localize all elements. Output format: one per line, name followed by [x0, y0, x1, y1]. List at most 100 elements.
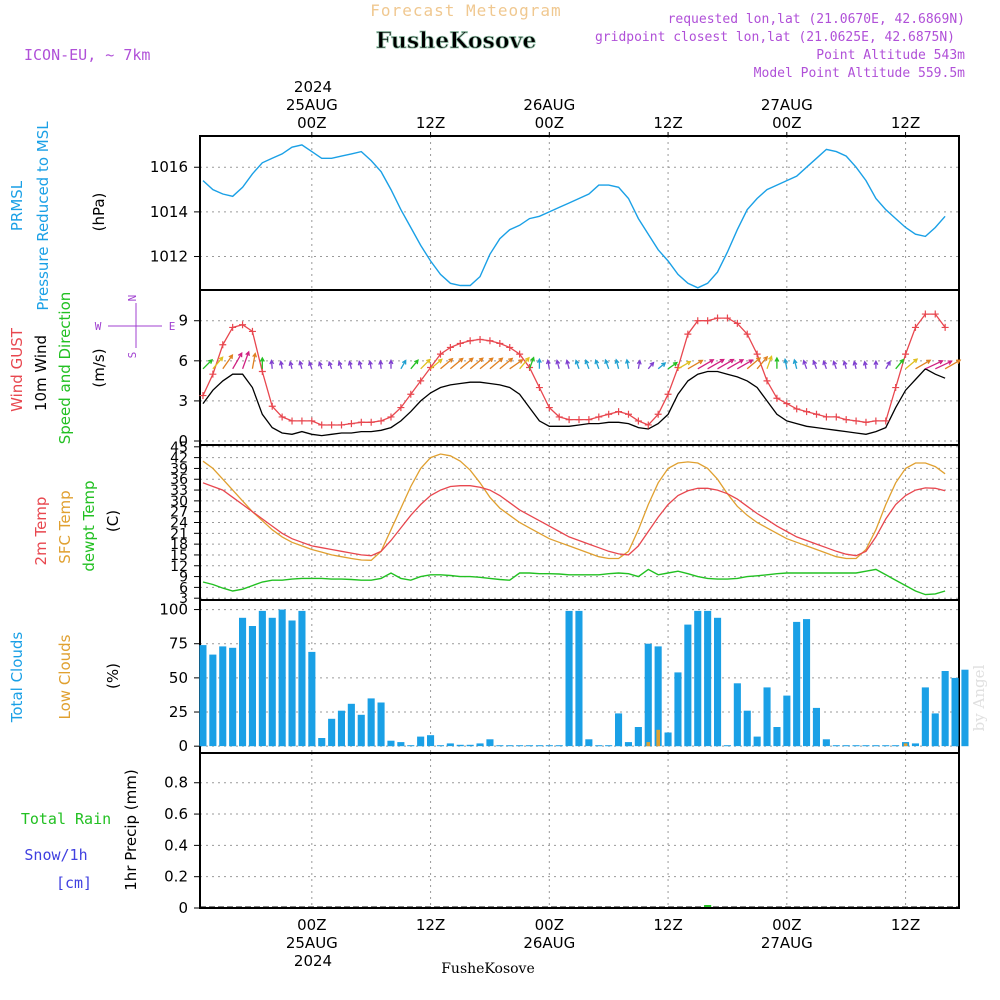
gust-marker: [288, 417, 296, 425]
gust-marker: [456, 339, 464, 347]
gust-marker: [387, 413, 395, 421]
total-cloud-bar: [308, 651, 316, 747]
wind-panel: 0 3 6 9: [178, 289, 962, 450]
wind-direction-arrow: [278, 360, 284, 369]
total-cloud-bar: [595, 745, 603, 747]
wind-direction-arrow: [624, 358, 630, 369]
total-cloud-bar: [248, 626, 256, 747]
gust-marker: [535, 384, 543, 392]
model-altitude: Model Point Altitude 559.5m: [754, 66, 965, 81]
wind-direction-arrow: [822, 359, 828, 370]
total-cloud-bar: [664, 732, 672, 747]
total-cloud-bar: [852, 745, 860, 747]
bottom-time-label: 12Z: [653, 916, 682, 934]
gust-marker: [763, 377, 771, 385]
gust-marker: [496, 339, 504, 347]
wind-direction-arrow: [327, 360, 333, 370]
sfc-temp-label: SFC Temp: [56, 490, 74, 563]
pressure-frame: [199, 135, 960, 291]
forecast-title: Forecast Meteogram: [370, 1, 561, 20]
gust-marker: [753, 350, 761, 358]
wind-direction-arrow: [519, 356, 530, 370]
y-tick-label: 3: [179, 591, 188, 607]
point-altitude: Point Altitude 543m: [816, 48, 965, 63]
wind-direction-arrow: [449, 357, 464, 370]
wind-direction-arrow: [812, 359, 818, 370]
precip-frame: [199, 752, 960, 909]
total-cloud-bar: [763, 687, 771, 747]
y-tick-label: 50: [169, 669, 188, 687]
gust-marker: [229, 323, 237, 331]
wind-direction-arrow: [905, 358, 919, 370]
total-cloud-bar: [347, 703, 355, 747]
gust-marker: [318, 421, 326, 429]
total-cloud-bar: [872, 745, 880, 747]
gust-line: [202, 313, 946, 426]
bottom-date-label: 26AUG: [523, 934, 575, 952]
bottom-time-label: 00Z: [297, 916, 326, 934]
total-cloud-bar: [714, 617, 722, 747]
top-time-label: 00Z: [535, 114, 564, 132]
gust-marker: [813, 410, 821, 418]
gust-marker: [446, 343, 454, 351]
total-cloud-bar: [278, 609, 286, 747]
gust-marker: [347, 420, 355, 428]
total-cloud-bar: [822, 739, 830, 747]
wind-direction-arrow: [925, 359, 944, 370]
gust-marker: [298, 417, 306, 425]
gust-marker: [555, 413, 563, 421]
top-date-label: 26AUG: [523, 96, 575, 114]
total-cloud-bar: [911, 743, 919, 747]
temp-unit: (C): [104, 510, 122, 532]
top-time-label: 00Z: [297, 114, 326, 132]
wind-direction-arrow: [792, 358, 798, 369]
total-cloud-bar: [723, 745, 731, 747]
gust-marker: [882, 417, 890, 425]
y-tick-label: 36: [170, 472, 188, 488]
total-cloud-bar: [961, 669, 969, 747]
gust-marker: [209, 370, 217, 378]
wind-direction-arrow: [584, 359, 590, 370]
gust-marker: [872, 417, 880, 425]
wind-direction-arrow: [647, 361, 655, 370]
bottom-date-label: 25AUG: [286, 934, 338, 952]
y-tick-label: 6: [179, 580, 188, 596]
wind-direction-arrow: [756, 355, 769, 370]
total-cloud-bar: [654, 646, 662, 747]
total-cloud-bar: [585, 739, 593, 747]
clouds-unit: (%): [104, 663, 122, 689]
total-cloud-bar: [258, 610, 266, 747]
wind-direction-arrow: [736, 359, 754, 370]
total-cloud-bar: [545, 745, 553, 747]
precip-panel: 0 0.2 0.4 0.6 0.8: [164, 752, 960, 917]
total-cloud-bar: [793, 621, 801, 747]
prmsl-line: [202, 144, 946, 289]
pressure-label-1: PRMSL: [8, 180, 26, 231]
y-tick-label: 0.6: [164, 805, 188, 823]
wind-direction-arrow: [697, 359, 715, 370]
gust-marker: [684, 330, 692, 338]
gust-marker: [565, 416, 573, 424]
wind-direction-arrow: [536, 357, 542, 369]
gust-marker: [941, 323, 949, 331]
total-cloud-bar: [624, 742, 632, 747]
wind-direction-arrow: [528, 356, 535, 370]
wind-direction-arrow: [357, 360, 363, 369]
total-cloud-bar: [229, 647, 237, 747]
wind-direction-arrow: [944, 359, 962, 370]
wind-direction-arrow: [774, 356, 780, 369]
total-cloud-bar: [753, 736, 761, 747]
total-cloud-bar: [239, 617, 247, 747]
total-cloud-bar: [803, 619, 811, 747]
wind-direction-arrow: [269, 359, 275, 369]
y-tick-label: 27: [170, 505, 188, 521]
gust-marker: [743, 330, 751, 338]
wind-label: 10m Wind: [32, 335, 50, 411]
wind-direction-arrow: [707, 358, 725, 370]
wind-direction-arrow: [459, 357, 474, 370]
total-cloud-bar: [783, 695, 791, 747]
dewpoint-line: [202, 568, 946, 596]
total-clouds-label: Total Clouds: [8, 632, 26, 724]
